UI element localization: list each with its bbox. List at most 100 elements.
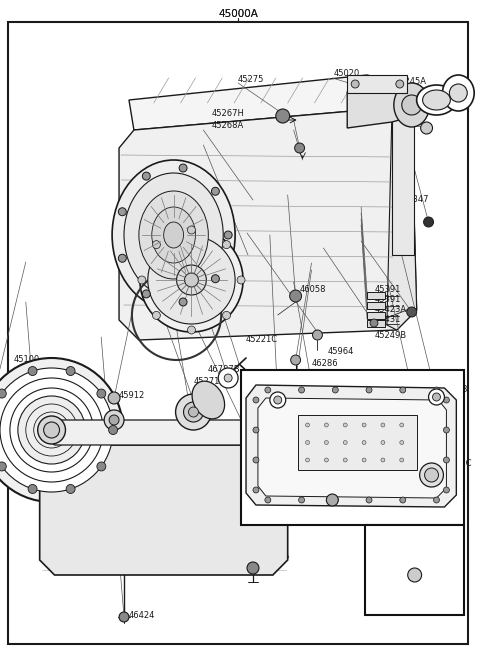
Circle shape xyxy=(119,208,126,215)
Text: 45911C: 45911C xyxy=(378,88,410,96)
Circle shape xyxy=(224,231,232,239)
Polygon shape xyxy=(387,108,417,330)
Circle shape xyxy=(153,311,160,320)
Text: 45964: 45964 xyxy=(327,348,354,356)
Circle shape xyxy=(0,389,6,398)
Circle shape xyxy=(362,441,366,445)
Circle shape xyxy=(332,387,338,393)
Text: 46159: 46159 xyxy=(312,371,338,381)
Circle shape xyxy=(179,298,187,306)
Circle shape xyxy=(362,423,366,427)
Circle shape xyxy=(265,387,271,393)
Text: 45288: 45288 xyxy=(284,388,310,396)
Circle shape xyxy=(444,427,449,433)
Circle shape xyxy=(108,426,118,434)
Polygon shape xyxy=(40,445,288,575)
Circle shape xyxy=(223,240,230,249)
Circle shape xyxy=(366,387,372,393)
Bar xyxy=(367,312,385,319)
Text: 45912: 45912 xyxy=(119,392,145,400)
Circle shape xyxy=(433,387,440,393)
Circle shape xyxy=(444,487,449,493)
Text: 46212A: 46212A xyxy=(168,236,201,244)
Circle shape xyxy=(253,457,259,463)
Bar xyxy=(347,75,407,93)
Circle shape xyxy=(400,497,406,503)
Circle shape xyxy=(218,368,238,388)
Text: 45391: 45391 xyxy=(375,295,401,305)
Circle shape xyxy=(211,187,219,195)
Circle shape xyxy=(104,410,124,430)
Circle shape xyxy=(400,458,404,462)
Polygon shape xyxy=(119,108,417,340)
Text: 45636C: 45636C xyxy=(440,458,472,468)
Circle shape xyxy=(306,458,310,462)
Circle shape xyxy=(429,389,444,405)
Circle shape xyxy=(291,355,300,365)
Circle shape xyxy=(423,217,433,227)
Ellipse shape xyxy=(443,75,474,111)
Bar xyxy=(392,115,414,255)
Circle shape xyxy=(97,462,106,471)
Text: 46424: 46424 xyxy=(129,612,156,620)
Circle shape xyxy=(289,290,301,302)
Ellipse shape xyxy=(394,83,430,127)
Text: 45020: 45020 xyxy=(333,69,360,79)
Circle shape xyxy=(306,423,310,427)
Text: 45000A: 45000A xyxy=(218,9,258,19)
Circle shape xyxy=(26,404,77,456)
Circle shape xyxy=(10,388,93,472)
Circle shape xyxy=(324,423,328,427)
Bar xyxy=(365,525,464,615)
Text: 45249A: 45249A xyxy=(375,111,407,121)
Circle shape xyxy=(0,462,6,471)
Polygon shape xyxy=(246,385,456,507)
Text: 45267H: 45267H xyxy=(211,109,244,119)
Circle shape xyxy=(362,458,366,462)
Circle shape xyxy=(108,392,120,404)
Circle shape xyxy=(433,497,440,503)
Circle shape xyxy=(211,274,219,283)
Circle shape xyxy=(66,485,75,493)
Circle shape xyxy=(299,387,304,393)
Circle shape xyxy=(402,95,421,115)
Circle shape xyxy=(396,80,404,88)
Text: 45280: 45280 xyxy=(196,424,223,432)
Circle shape xyxy=(97,389,106,398)
Ellipse shape xyxy=(192,381,225,419)
Text: 46493A: 46493A xyxy=(258,552,290,561)
Circle shape xyxy=(247,562,259,574)
Circle shape xyxy=(370,319,378,327)
Circle shape xyxy=(324,458,328,462)
Text: 45597: 45597 xyxy=(337,510,364,519)
Circle shape xyxy=(188,226,195,234)
Circle shape xyxy=(253,397,259,403)
Text: 46787B: 46787B xyxy=(207,365,240,375)
Circle shape xyxy=(400,423,404,427)
Circle shape xyxy=(143,172,150,180)
Circle shape xyxy=(119,254,126,262)
Circle shape xyxy=(224,374,232,382)
Circle shape xyxy=(274,396,282,404)
Text: 45431: 45431 xyxy=(375,316,401,324)
Circle shape xyxy=(420,122,432,134)
Text: 46200C: 46200C xyxy=(14,443,46,453)
Circle shape xyxy=(140,228,243,332)
Circle shape xyxy=(38,416,65,444)
Circle shape xyxy=(0,368,113,492)
Circle shape xyxy=(253,427,259,433)
Circle shape xyxy=(189,407,198,417)
Circle shape xyxy=(28,485,37,493)
Circle shape xyxy=(109,415,119,425)
Text: 46058: 46058 xyxy=(300,286,326,295)
Circle shape xyxy=(400,387,406,393)
Text: 45275: 45275 xyxy=(238,75,264,84)
Ellipse shape xyxy=(112,160,235,310)
Ellipse shape xyxy=(164,222,183,248)
Circle shape xyxy=(407,307,417,317)
Circle shape xyxy=(270,392,286,408)
Text: 45248: 45248 xyxy=(442,386,468,394)
Circle shape xyxy=(179,164,187,172)
Bar xyxy=(367,320,385,327)
Polygon shape xyxy=(347,85,407,128)
